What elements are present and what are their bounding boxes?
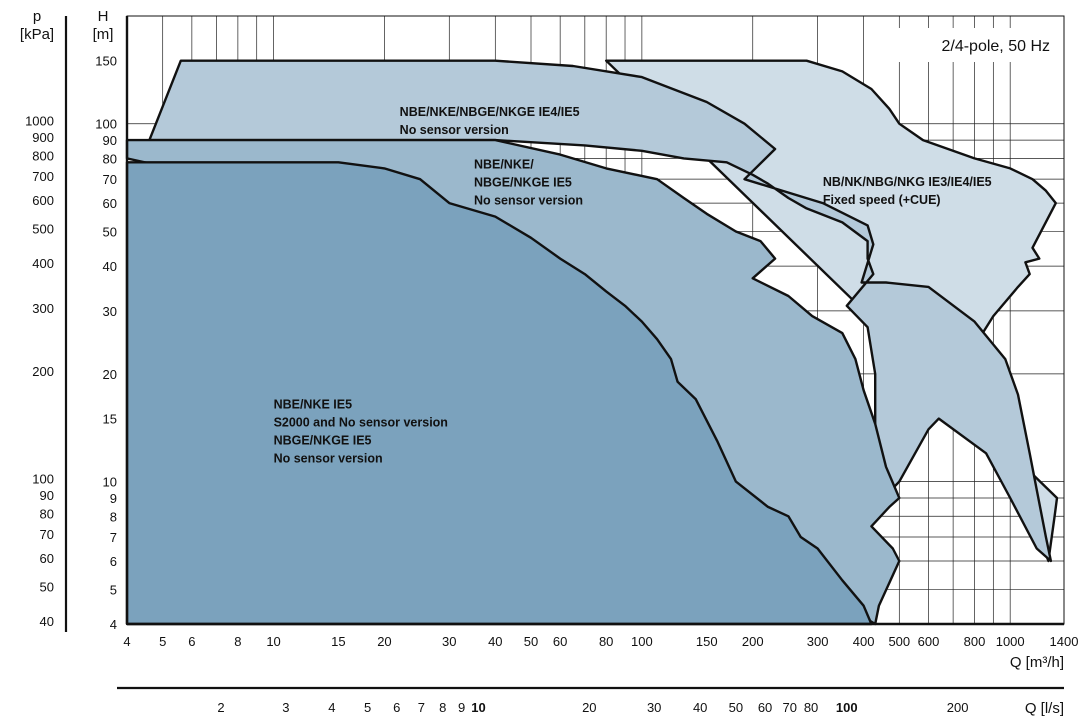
x2-tick-label: 7 — [418, 700, 425, 715]
x-tick-label: 1000 — [996, 634, 1025, 649]
y-tick-label: 20 — [103, 367, 117, 382]
y-tick-label: 100 — [95, 117, 117, 132]
region-labels: NB/NK/NBG/NKG IE3/IE4/IE5 Fixed speed (+C… — [274, 105, 992, 465]
y2-tick-label: 600 — [32, 193, 54, 208]
x2-axis-title: Q [l/s] — [1025, 700, 1064, 717]
x-tick-label: 4 — [123, 634, 130, 649]
x-tick-label: 40 — [488, 634, 502, 649]
y-axis-title-line2: [m] — [93, 26, 114, 43]
region-label-1: NB/NK/NBG/NKG IE3/IE4/IE5 Fixed speed (+C… — [823, 175, 992, 207]
y-tick-label: 40 — [103, 259, 117, 274]
region-label-3: NBE/NKE/NBGE/NKGE IE5 No sensor version — [474, 157, 583, 207]
x2-tick-label: 20 — [582, 700, 596, 715]
x-tick-label: 6 — [188, 634, 195, 649]
x-axis-title: Q [m³/h] — [1010, 654, 1064, 671]
performance-areas — [125, 59, 1059, 626]
x-tick-label: 1400 — [1050, 634, 1078, 649]
x-tick-label: 400 — [853, 634, 875, 649]
x-tick-label: 800 — [964, 634, 986, 649]
x2-tick-label: 2 — [217, 700, 224, 715]
y-tick-label: 90 — [103, 133, 117, 148]
y-tick-label: 5 — [110, 582, 117, 597]
x2-tick-label: 40 — [693, 700, 707, 715]
y-tick-label: 7 — [110, 530, 117, 545]
x-tick-label: 20 — [377, 634, 391, 649]
y-tick-label: 150 — [95, 54, 117, 69]
y-tick-label: 15 — [103, 412, 117, 427]
x2-tick-label: 50 — [729, 700, 743, 715]
x-tick-label: 200 — [742, 634, 764, 649]
x2-tick-label: 8 — [439, 700, 446, 715]
y-axis-title-line1: H — [98, 8, 109, 25]
x2-tick-label: 5 — [364, 700, 371, 715]
x2-tick-label: 60 — [758, 700, 772, 715]
y-tick-label: 80 — [103, 151, 117, 166]
y2-tick-label: 700 — [32, 169, 54, 184]
y-tick-label: 8 — [110, 509, 117, 524]
y-tick-label: 70 — [103, 172, 117, 187]
x2-tick-label: 100 — [836, 700, 858, 715]
x-tick-label: 500 — [888, 634, 910, 649]
y2-tick-label: 70 — [40, 527, 54, 542]
title-box-text: 2/4-pole, 50 Hz — [941, 38, 1050, 55]
y-tick-label: 30 — [103, 304, 117, 319]
x2-tick-label: 30 — [647, 700, 661, 715]
y2-tick-label: 500 — [32, 221, 54, 236]
x2-tick-label: 200 — [947, 700, 969, 715]
plot-frame — [125, 15, 1065, 626]
y2-tick-label: 40 — [40, 614, 54, 629]
x-tick-label: 8 — [234, 634, 241, 649]
x2-axis-tick-labels: 2 3 4 5 6 7 8 9 10 20 30 40 50 60 70 80 100 200 — [217, 700, 968, 715]
y2-tick-label: 100 — [32, 472, 54, 487]
plot-border — [126, 15, 1065, 625]
x2-tick-label: 80 — [804, 700, 818, 715]
x-tick-label: 100 — [631, 634, 653, 649]
x2-tick-label: 70 — [782, 700, 796, 715]
x-tick-label: 30 — [442, 634, 456, 649]
y2-tick-label: 200 — [32, 364, 54, 379]
y2-tick-label: 80 — [40, 506, 54, 521]
y2-tick-label: 50 — [40, 579, 54, 594]
x-tick-label: 10 — [266, 634, 280, 649]
y2-tick-label: 900 — [32, 130, 54, 145]
x2-tick-label: 4 — [328, 700, 335, 715]
x-tick-label: 300 — [807, 634, 829, 649]
x-tick-label: 60 — [553, 634, 567, 649]
y2-tick-label: 800 — [32, 148, 54, 163]
x2-tick-label: 3 — [282, 700, 289, 715]
y2-tick-label: 400 — [32, 256, 54, 271]
x-tick-label: 15 — [331, 634, 345, 649]
region-label-2: NBE/NKE/NBGE/NKGE IE4/IE5 No sensor versi… — [400, 105, 580, 137]
x2-tick-label: 6 — [393, 700, 400, 715]
title-box-background — [888, 28, 1063, 62]
region-label-4: NBE/NKE IE5 S2000 and No sensor version NB… — [274, 398, 448, 466]
y-tick-label: 50 — [103, 224, 117, 239]
y-tick-label: 10 — [103, 475, 117, 490]
x2-tick-label: 10 — [471, 700, 485, 715]
x-tick-label: 80 — [599, 634, 613, 649]
y2-tick-label: 90 — [40, 488, 54, 503]
y-tick-label: 4 — [110, 617, 117, 632]
x-tick-label: 600 — [918, 634, 940, 649]
y2-tick-label: 1000 — [25, 114, 54, 129]
x-tick-label: 50 — [524, 634, 538, 649]
y2-tick-label: 300 — [32, 301, 54, 316]
y-tick-label: 9 — [110, 491, 117, 506]
x-axis-tick-labels: 4 5 6 8 10 15 20 30 40 50 60 80 100 150 200 300 400 500 60… — [123, 634, 1078, 649]
performance-area-4 — [125, 161, 873, 626]
y-tick-label: 60 — [103, 196, 117, 211]
y2-tick-label: 60 — [40, 551, 54, 566]
x-tick-label: 5 — [159, 634, 166, 649]
x-tick-label: 150 — [696, 634, 718, 649]
y-tick-label: 6 — [110, 554, 117, 569]
y2-axis-title-line2: [kPa] — [20, 26, 54, 43]
y2-axis-title-line1: p — [33, 8, 41, 25]
x2-tick-label: 9 — [458, 700, 465, 715]
performance-area-2 — [148, 59, 1053, 563]
